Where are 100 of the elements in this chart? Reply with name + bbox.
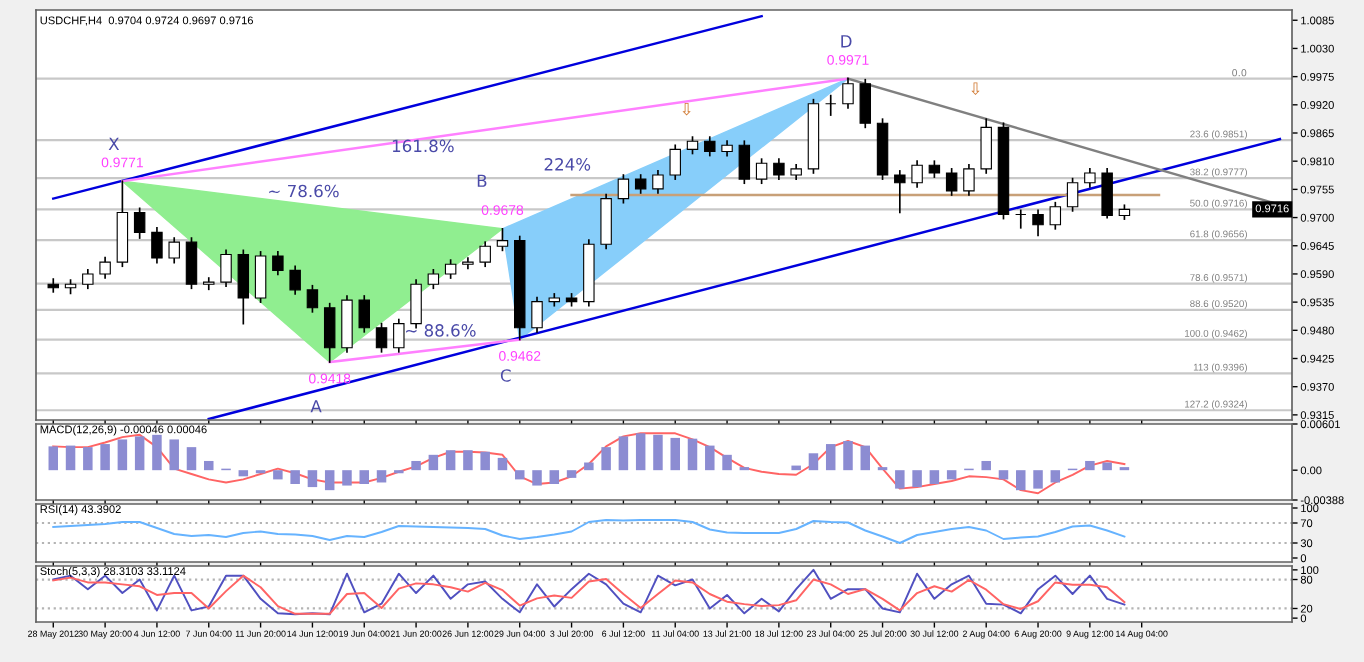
bar xyxy=(324,470,335,491)
bar xyxy=(601,447,611,471)
candlestick xyxy=(669,144,681,180)
bar xyxy=(204,460,214,471)
bar xyxy=(843,440,853,471)
candlestick xyxy=(185,237,198,290)
bar xyxy=(428,454,439,471)
candlestick xyxy=(859,78,872,129)
bar xyxy=(981,460,991,471)
bar xyxy=(653,434,663,471)
candlestick xyxy=(824,94,837,116)
annotation: ⇩ xyxy=(971,82,980,95)
bar xyxy=(825,444,836,471)
bar xyxy=(1085,460,1095,471)
annotation: C xyxy=(500,369,511,382)
annotation: X xyxy=(108,137,120,150)
candlestick xyxy=(410,279,422,329)
bar xyxy=(618,436,629,471)
bar xyxy=(946,470,957,480)
candlestick xyxy=(704,136,716,157)
bar xyxy=(497,457,508,471)
bar xyxy=(273,470,283,480)
candlestick xyxy=(531,296,543,333)
candlestick xyxy=(168,237,180,264)
bar xyxy=(705,445,715,471)
candlestick xyxy=(894,170,906,214)
bar xyxy=(860,445,871,471)
annotation: ~ 88.6% xyxy=(406,324,476,337)
bar xyxy=(566,470,577,478)
bar xyxy=(1016,470,1026,491)
candlestick xyxy=(133,207,146,239)
candlestick xyxy=(1015,209,1027,229)
candlestick xyxy=(289,265,301,295)
bar xyxy=(463,450,473,471)
bar xyxy=(670,437,680,471)
annotation: A xyxy=(310,400,322,413)
bar xyxy=(290,470,300,485)
bar xyxy=(65,445,76,471)
bar xyxy=(998,470,1009,480)
bar xyxy=(376,470,387,483)
line-series xyxy=(52,432,1126,495)
candlestick xyxy=(1101,168,1113,219)
annotation: ⇩ xyxy=(682,102,691,116)
candlestick xyxy=(1049,201,1062,230)
candlestick xyxy=(600,193,612,250)
candlestick xyxy=(617,174,630,204)
candlestick xyxy=(755,158,768,185)
candlestick xyxy=(427,269,440,290)
bar xyxy=(480,451,490,471)
bar xyxy=(100,444,110,471)
bar xyxy=(445,450,456,471)
bar xyxy=(1050,470,1061,483)
bar xyxy=(808,453,819,471)
bar xyxy=(134,436,145,471)
candlestick xyxy=(237,249,250,325)
bar xyxy=(238,470,249,477)
candlestick xyxy=(47,278,60,293)
bar xyxy=(48,446,59,471)
bar xyxy=(791,465,801,471)
candlestick xyxy=(220,249,232,288)
candlestick xyxy=(151,226,163,264)
bar xyxy=(549,470,560,485)
bar xyxy=(152,434,162,471)
bar xyxy=(186,447,197,471)
candlestick xyxy=(496,228,509,252)
candlestick xyxy=(393,318,405,353)
bar xyxy=(532,470,542,486)
candlestick xyxy=(652,170,664,194)
annotation: D xyxy=(841,35,852,48)
bar xyxy=(411,460,421,471)
bar xyxy=(1033,470,1043,489)
candlestick xyxy=(99,256,111,279)
annotation: B xyxy=(477,174,487,187)
candlestick xyxy=(479,241,491,268)
candlestick xyxy=(203,277,215,291)
candlestick xyxy=(462,257,474,270)
candlestick xyxy=(738,140,751,185)
bar xyxy=(584,462,594,471)
bar xyxy=(117,439,128,471)
candlestick xyxy=(254,251,267,303)
annotation: ~ 78.6% xyxy=(269,184,339,198)
bar xyxy=(169,439,179,471)
bar xyxy=(687,438,698,471)
bar xyxy=(342,470,352,486)
bar xyxy=(722,454,732,471)
bar xyxy=(359,470,369,485)
candlestick xyxy=(358,295,370,333)
candlestick xyxy=(548,293,561,307)
bar xyxy=(635,433,646,471)
candlestick xyxy=(980,118,992,174)
candlestick xyxy=(1032,209,1044,237)
bar xyxy=(307,470,318,488)
candlestick xyxy=(341,295,353,353)
candlestick xyxy=(306,284,319,313)
bar xyxy=(514,470,525,480)
candlestick xyxy=(82,269,94,290)
candlestick xyxy=(945,168,958,196)
annotation: 161.8% xyxy=(392,139,454,153)
candlestick xyxy=(911,160,923,188)
annotation: 224% xyxy=(544,158,591,171)
